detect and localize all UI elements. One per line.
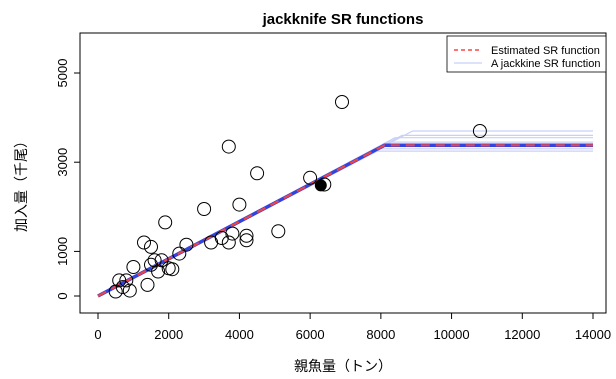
legend-jackknife-label: A jackkine SR function bbox=[491, 58, 600, 70]
legend-box bbox=[446, 35, 607, 73]
data-point-0 bbox=[108, 284, 123, 299]
data-point-31 bbox=[335, 95, 349, 109]
data-point-7 bbox=[140, 277, 155, 292]
x-axis-label: 親魚量（トン） bbox=[294, 359, 392, 375]
data-point-6 bbox=[137, 235, 151, 250]
data-point-4 bbox=[115, 280, 130, 295]
data-point-13 bbox=[158, 215, 173, 230]
data-point-26 bbox=[239, 228, 254, 243]
estimated-sr-dash bbox=[97, 144, 593, 297]
data-point-5 bbox=[126, 260, 141, 274]
y-tick-label-2: 3000 bbox=[55, 148, 70, 177]
x-tick-label-7: 14000 bbox=[575, 327, 611, 342]
x-tick-label-1: 2000 bbox=[154, 327, 183, 342]
data-points bbox=[108, 95, 487, 299]
data-point-11 bbox=[151, 264, 166, 279]
y-axis-label: 加入量（千尾） bbox=[14, 134, 30, 232]
data-point-29 bbox=[303, 170, 318, 185]
data-point-16 bbox=[172, 246, 187, 261]
data-point-28 bbox=[271, 224, 286, 239]
data-point-17 bbox=[179, 237, 194, 252]
x-tick-label-6: 12000 bbox=[504, 327, 540, 342]
data-point-23 bbox=[225, 226, 240, 241]
data-point-32 bbox=[472, 124, 487, 138]
chart-title: jackknife SR functions bbox=[262, 11, 424, 28]
data-point-3 bbox=[122, 283, 137, 298]
x-tick-label-2: 4000 bbox=[225, 327, 254, 342]
data-point-18 bbox=[197, 202, 212, 216]
x-tick-label-3: 6000 bbox=[296, 327, 325, 342]
x-tick-label-0: 0 bbox=[94, 327, 101, 342]
x-tick-label-4: 8000 bbox=[366, 327, 395, 342]
data-point-2 bbox=[119, 273, 134, 288]
data-point-22 bbox=[221, 235, 236, 250]
data-point-24 bbox=[232, 197, 247, 212]
x-tick-label-5: 10000 bbox=[433, 327, 469, 342]
data-point-1 bbox=[112, 273, 127, 288]
data-point-27 bbox=[250, 166, 265, 181]
estimated-sr-line bbox=[97, 143, 593, 298]
y-tick-label-0: 0 bbox=[55, 292, 70, 299]
data-point-10 bbox=[147, 253, 162, 268]
data-point-25 bbox=[239, 233, 254, 248]
data-point-12 bbox=[154, 253, 169, 268]
y-tick-label-3: 5000 bbox=[55, 59, 70, 88]
y-axis: 0 1000 3000 5000 bbox=[55, 59, 81, 300]
data-point-9 bbox=[144, 239, 158, 254]
y-tick-label-1: 1000 bbox=[55, 237, 70, 266]
highlighted-point bbox=[314, 179, 327, 192]
legend-estimated-label: Estimated SR function bbox=[491, 45, 600, 57]
data-point-15 bbox=[165, 262, 180, 277]
data-point-21 bbox=[221, 139, 236, 154]
legend: Estimated SR function A jackkine SR func… bbox=[446, 35, 607, 73]
x-axis: 0 2000 4000 6000 8000 10000 12000 14000 bbox=[94, 312, 611, 342]
